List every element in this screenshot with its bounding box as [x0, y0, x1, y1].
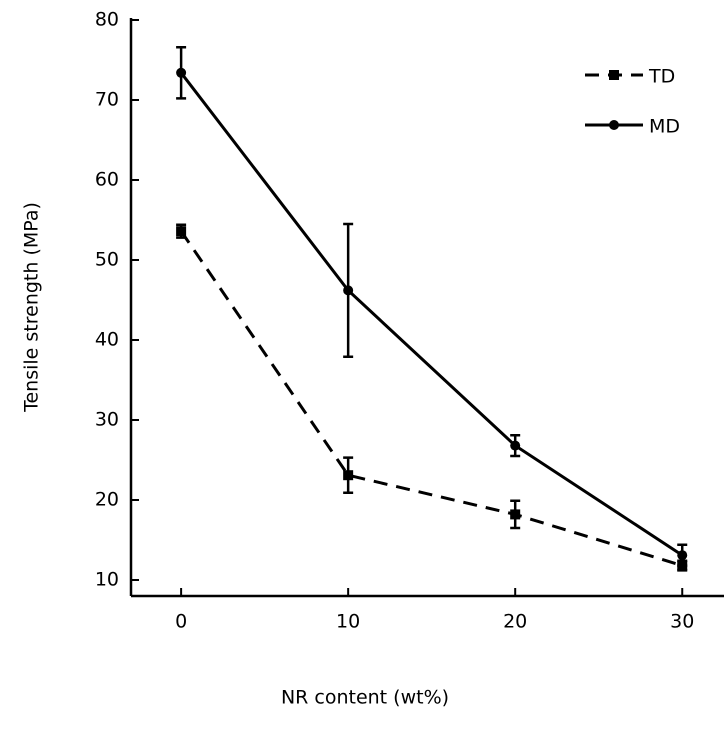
legend-marker	[609, 70, 619, 80]
y-tick-label: 70	[95, 89, 119, 111]
point	[176, 67, 187, 78]
y-tick-label: 20	[95, 489, 119, 511]
x-axis-label: NR content (wt%)	[281, 687, 449, 709]
y-tick-label: 50	[95, 249, 119, 271]
point	[343, 285, 354, 296]
x-tick-label: 0	[175, 611, 187, 633]
legend-label: MD	[649, 116, 680, 138]
line	[179, 230, 683, 568]
legend-label: TD	[648, 66, 675, 88]
y-tick-label: 40	[95, 329, 119, 351]
x-tick-label: 30	[670, 611, 694, 633]
y-tick-label: 60	[95, 169, 119, 191]
x-tick-label: 20	[503, 611, 527, 633]
y-axis-label: Tensile strength (MPa)	[21, 202, 43, 413]
legend-marker	[609, 120, 619, 130]
point	[677, 550, 688, 561]
point	[510, 509, 521, 520]
point	[176, 226, 187, 237]
line	[179, 71, 684, 557]
point	[343, 470, 354, 481]
x-tick-label: 10	[336, 611, 360, 633]
y-tick-label: 80	[95, 9, 119, 31]
point	[510, 440, 521, 451]
y-tick-label: 30	[95, 409, 119, 431]
y-tick-label: 10	[95, 569, 119, 591]
